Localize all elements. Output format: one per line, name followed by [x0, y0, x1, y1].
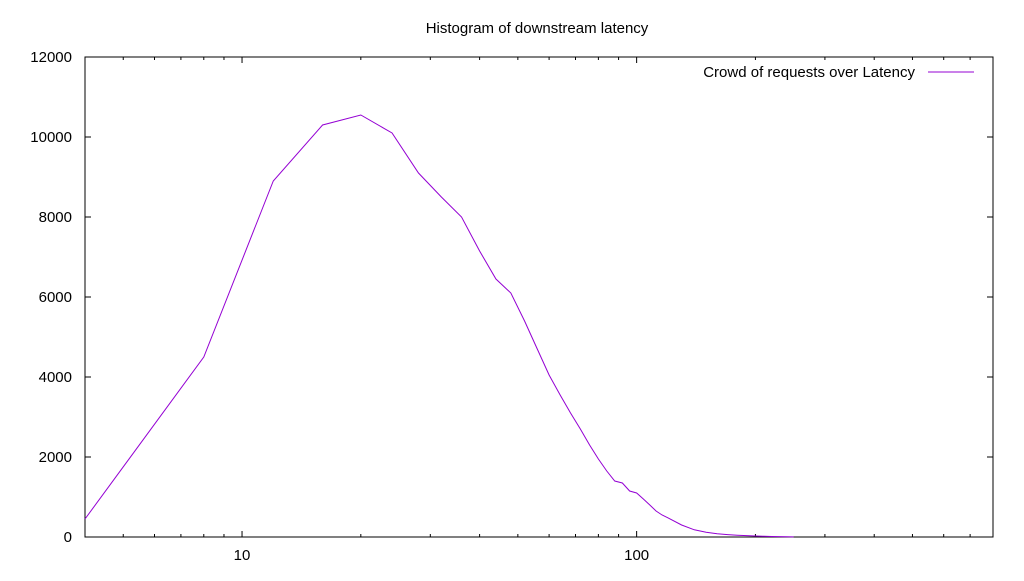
x-axis: 10 100	[84, 57, 994, 564]
chart-title: Histogram of downstream latency	[426, 20, 649, 37]
y-tick-label: 8000	[39, 209, 72, 226]
y-axis: 0 2000 4000 6000 8000 10000 12000	[30, 49, 993, 546]
y-tick-label: 2000	[39, 449, 72, 466]
x-tick-label: 10	[234, 547, 251, 564]
x-tick-label: 100	[624, 547, 649, 564]
series-group	[84, 114, 794, 538]
y-tick-label: 0	[64, 529, 72, 546]
y-tick-label: 12000	[30, 49, 72, 66]
legend: Crowd of requests over Latency	[703, 64, 974, 81]
plot-frame	[84, 56, 994, 538]
y-tick-label: 10000	[30, 129, 72, 146]
y-tick-label: 6000	[39, 289, 72, 306]
series-line	[84, 114, 794, 538]
y-tick-label: 4000	[39, 369, 72, 386]
legend-label: Crowd of requests over Latency	[703, 64, 915, 81]
